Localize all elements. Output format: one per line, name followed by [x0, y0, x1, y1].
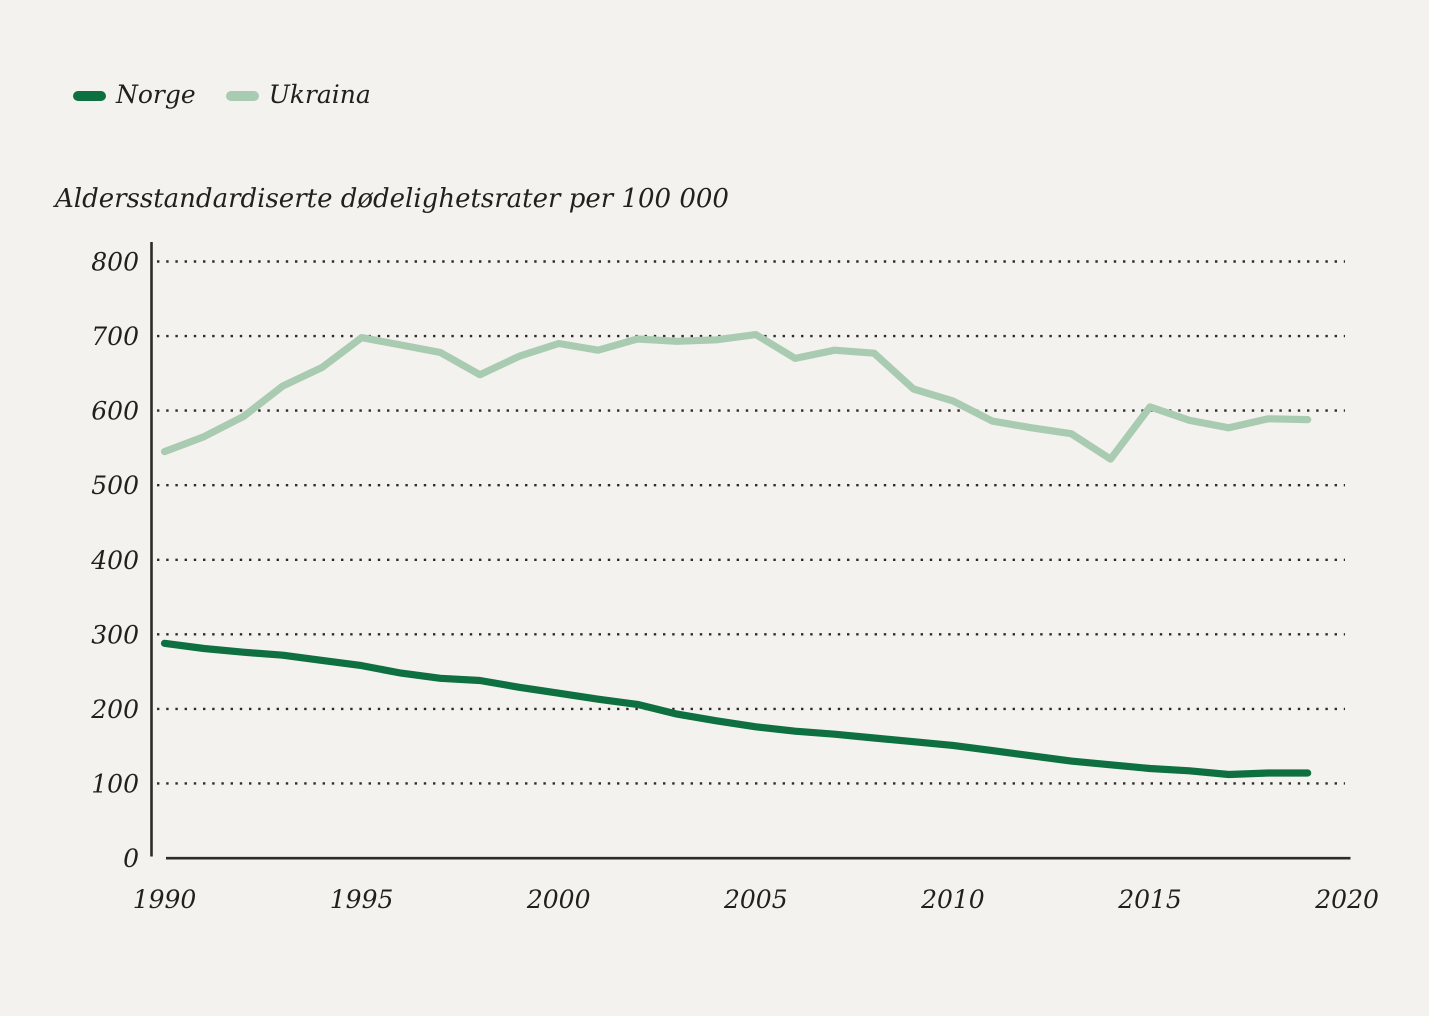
y-tick-label: 100: [91, 769, 139, 798]
y-tick-label: 200: [90, 695, 139, 724]
series-line-ukraina: [160, 331, 1312, 463]
x-tick-label: 2005: [723, 885, 788, 914]
y-tick-label: 300: [91, 620, 139, 649]
legend-label-norge: Norge: [116, 80, 196, 109]
y-tick-label: 400: [90, 546, 139, 575]
legend-swatch-norge-icon: [73, 91, 106, 101]
y-tick-label: 0: [123, 844, 139, 873]
x-tick-label: 2000: [526, 885, 591, 914]
legend-label-ukraina: Ukraina: [268, 80, 371, 109]
chart-legend: Norge Ukraina: [73, 82, 371, 110]
y-tick-label: 500: [91, 471, 139, 500]
chart-title: Aldersstandardiserte dødelighetsrater pe…: [55, 184, 729, 214]
legend-item-norge[interactable]: Norge: [73, 82, 196, 110]
x-tick-label: 2015: [1117, 885, 1182, 914]
legend-swatch-ukraina-icon: [225, 91, 259, 101]
x-tick-label: 2010: [920, 885, 985, 914]
x-tick-label: 1990: [133, 885, 197, 914]
legend-item-ukraina[interactable]: Ukraina: [225, 80, 371, 110]
series-line-norge: [160, 639, 1312, 779]
x-tick-label: 2020: [1314, 885, 1379, 914]
y-tick-label: 700: [91, 322, 139, 351]
y-tick-label: 600: [91, 397, 139, 426]
x-tick-label: 1995: [330, 885, 394, 914]
y-tick-label: 800: [91, 248, 139, 277]
